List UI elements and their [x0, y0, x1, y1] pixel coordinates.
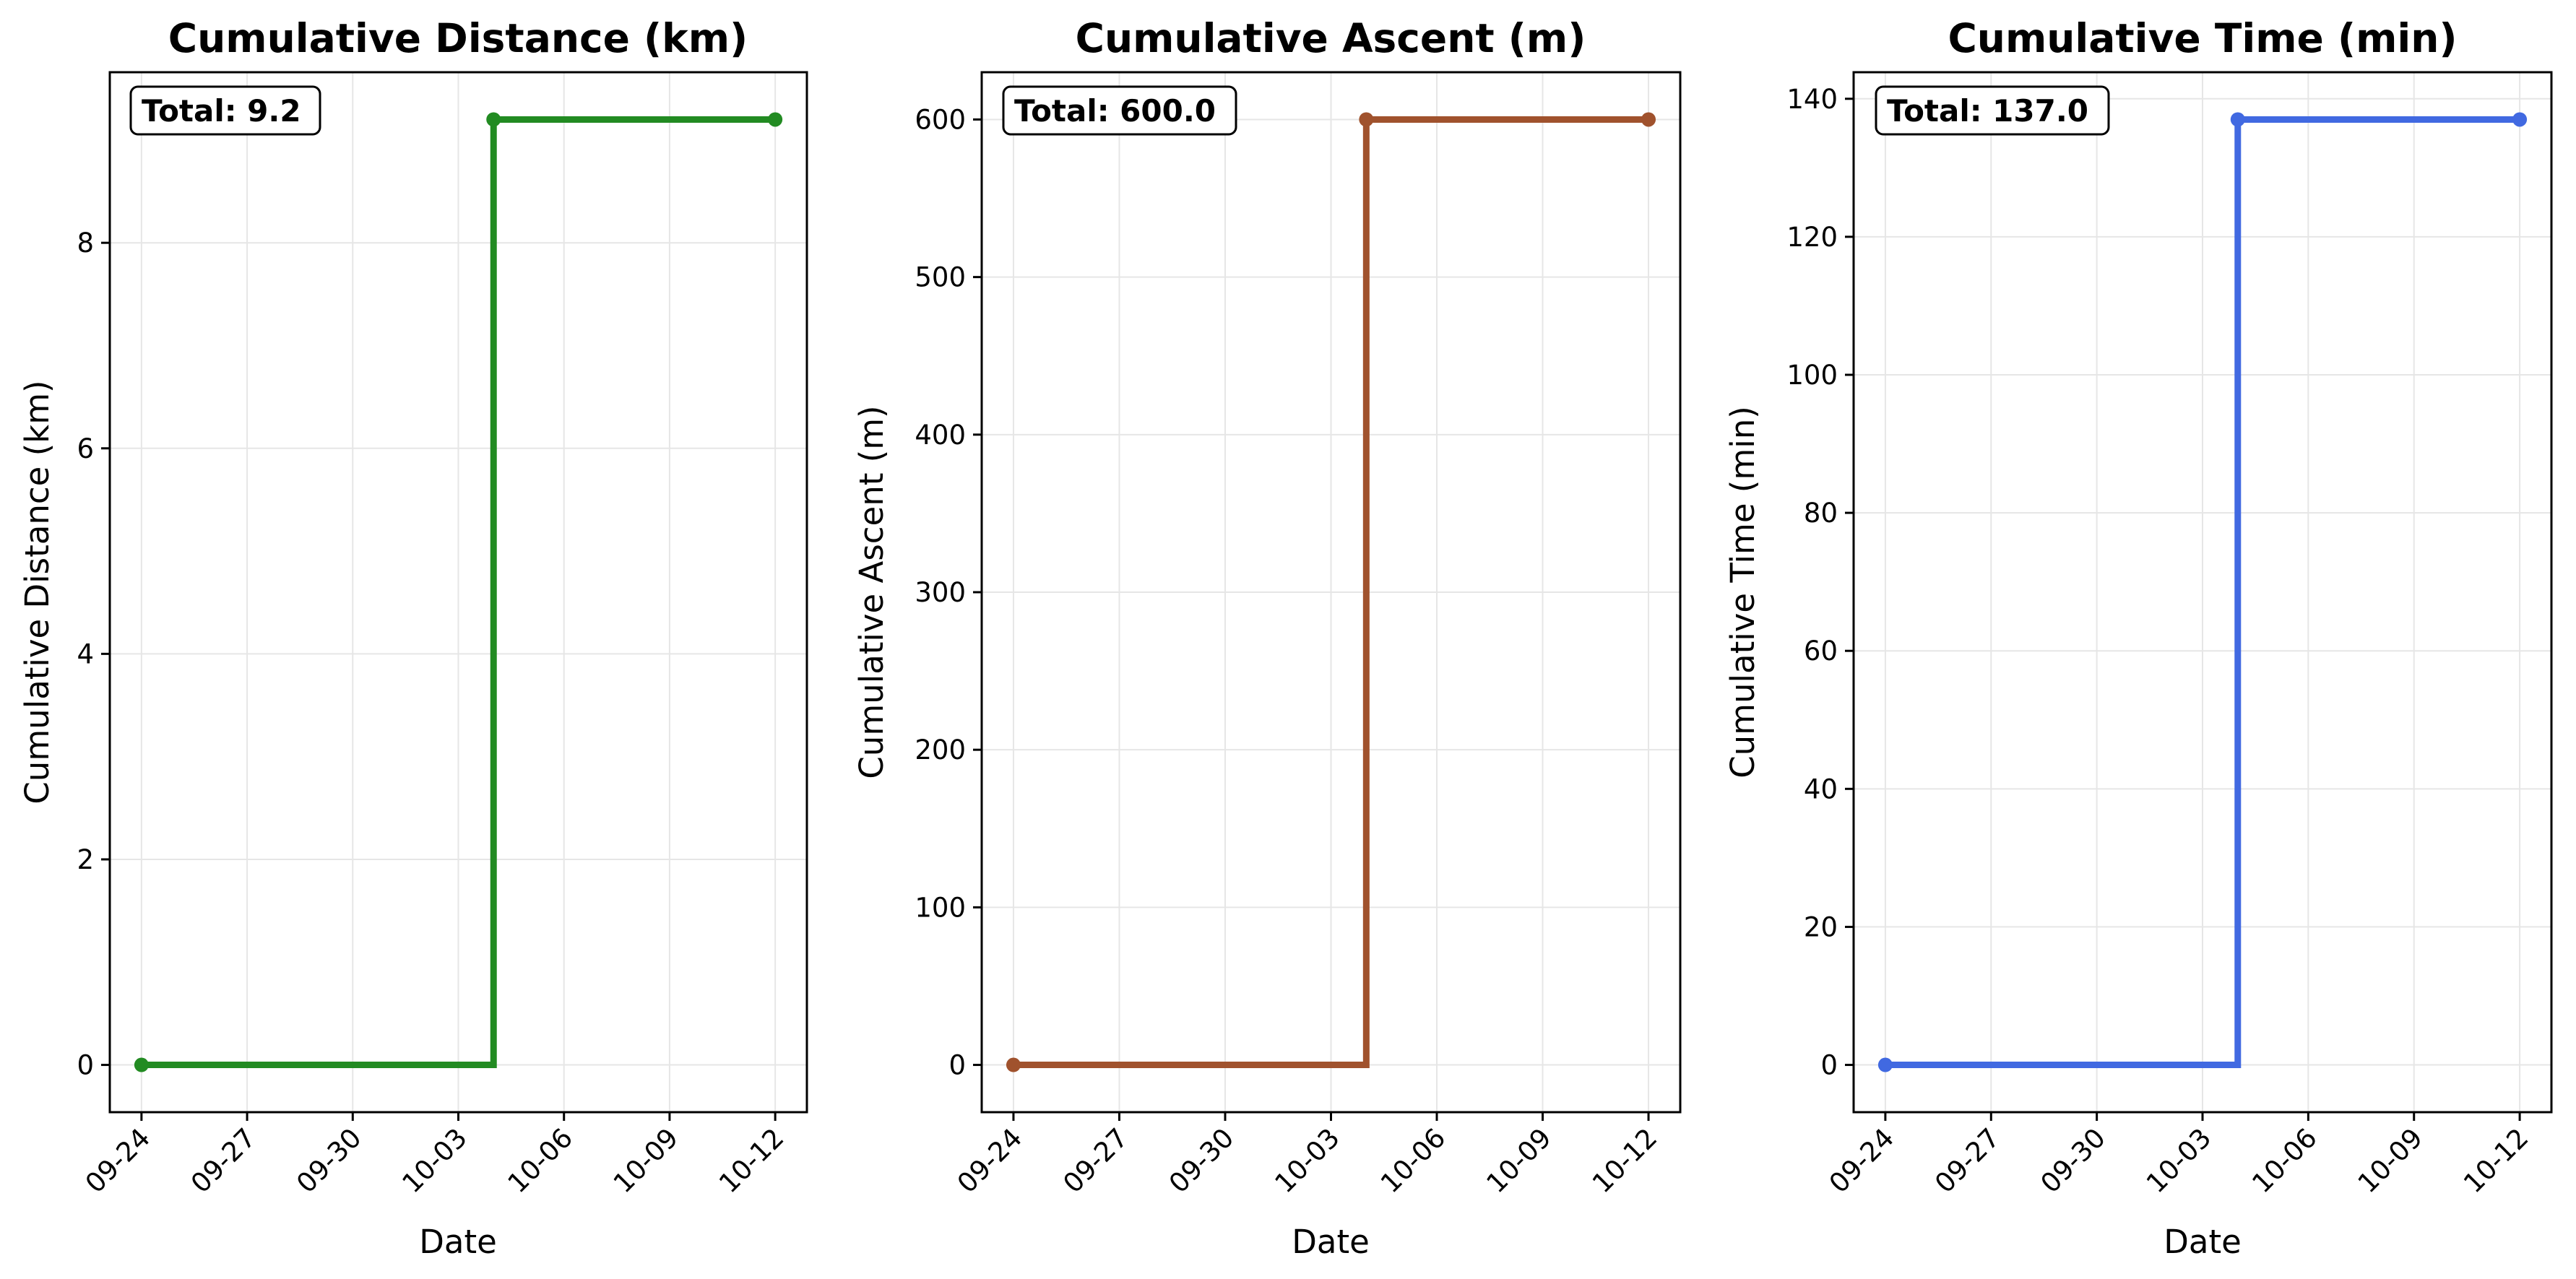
- ascent-y-tick-label: 100: [915, 892, 966, 923]
- time-data-point: [2512, 112, 2527, 126]
- time-data-point: [2231, 112, 2245, 126]
- distance-y-tick-label: 2: [77, 844, 94, 875]
- distance-total-annotation: Total: 9.2: [131, 87, 320, 134]
- time-data-point: [1878, 1058, 1893, 1072]
- distance-y-tick-label: 8: [77, 227, 94, 259]
- time-total-label: Total: 137.0: [1887, 93, 2088, 129]
- time-y-tick-label: 40: [1804, 773, 1838, 805]
- ascent-total-annotation: Total: 600.0: [1003, 87, 1236, 134]
- time-x-axis-label: Date: [2164, 1223, 2242, 1261]
- ascent-data-point: [1641, 112, 1656, 126]
- ascent-y-tick-label: 400: [915, 420, 966, 451]
- distance-y-tick-label: 0: [77, 1050, 94, 1081]
- time-y-tick-label: 80: [1804, 498, 1838, 529]
- time-total-annotation: Total: 137.0: [1876, 87, 2109, 134]
- time-y-tick-label: 120: [1786, 222, 1838, 253]
- distance-data-point: [134, 1058, 149, 1072]
- ascent-y-tick-label: 600: [915, 104, 966, 135]
- distance-x-axis-label: Date: [419, 1223, 497, 1261]
- ascent-y-tick-label: 300: [915, 577, 966, 608]
- distance-y-axis-label: Cumulative Distance (km): [18, 380, 56, 804]
- ascent-y-tick-label: 200: [915, 734, 966, 766]
- distance-chart-title: Cumulative Distance (km): [168, 15, 748, 61]
- time-y-tick-label: 20: [1804, 911, 1838, 942]
- time-y-tick-label: 140: [1786, 84, 1838, 115]
- ascent-y-tick-label: 0: [948, 1050, 966, 1081]
- distance-data-point: [768, 112, 782, 126]
- ascent-data-point: [1006, 1058, 1021, 1072]
- ascent-total-label: Total: 600.0: [1014, 93, 1216, 129]
- ascent-y-axis-label: Cumulative Ascent (m): [852, 405, 891, 779]
- distance-total-label: Total: 9.2: [142, 93, 301, 129]
- ascent-data-point: [1359, 112, 1373, 126]
- distance-data-point: [486, 112, 501, 126]
- time-y-tick-label: 100: [1786, 360, 1838, 391]
- ascent-chart-title: Cumulative Ascent (m): [1076, 15, 1586, 61]
- time-chart-title: Cumulative Time (min): [1948, 15, 2457, 61]
- distance-y-tick-label: 4: [77, 638, 94, 669]
- distance-y-tick-label: 6: [77, 433, 94, 464]
- time-y-axis-label: Cumulative Time (min): [1724, 406, 1762, 779]
- ascent-x-axis-label: Date: [1292, 1223, 1370, 1261]
- ascent-y-tick-label: 500: [915, 262, 966, 293]
- time-y-tick-label: 60: [1804, 636, 1838, 667]
- time-y-tick-label: 0: [1820, 1050, 1838, 1081]
